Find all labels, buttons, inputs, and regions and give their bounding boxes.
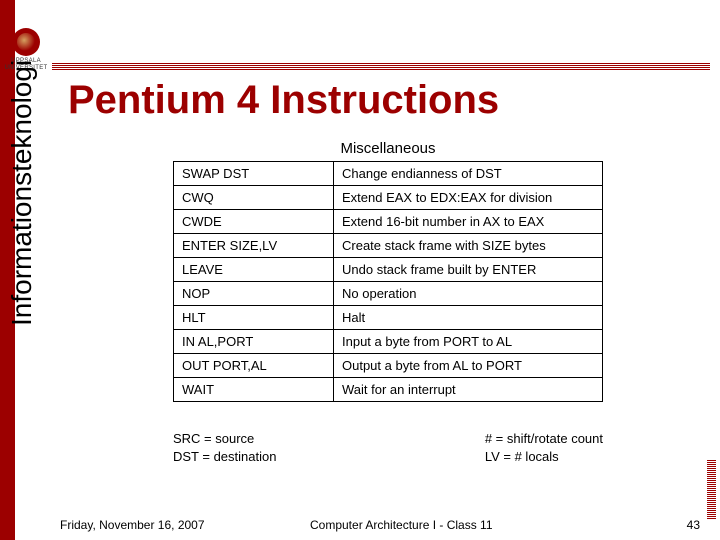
table-row: ENTER SIZE,LVCreate stack frame with SIZ… [174, 234, 603, 258]
instruction-description: Extend 16-bit number in AX to EAX [334, 210, 603, 234]
instruction-mnemonic: ENTER SIZE,LV [174, 234, 334, 258]
instruction-description: Create stack frame with SIZE bytes [334, 234, 603, 258]
footer-course: Computer Architecture I - Class 11 [290, 518, 660, 532]
table-row: NOPNo operation [174, 282, 603, 306]
legend-count: # = shift/rotate count [485, 430, 603, 448]
logo-seal-icon [12, 28, 40, 56]
table-row: CWQExtend EAX to EDX:EAX for division [174, 186, 603, 210]
instruction-mnemonic: HLT [174, 306, 334, 330]
table-row: OUT PORT,ALOutput a byte from AL to PORT [174, 354, 603, 378]
footer-page: 43 [660, 518, 700, 532]
instruction-mnemonic: NOP [174, 282, 334, 306]
instruction-mnemonic: SWAP DST [174, 162, 334, 186]
instruction-mnemonic: CWQ [174, 186, 334, 210]
legend: SRC = source DST = destination # = shift… [173, 430, 603, 465]
instruction-description: No operation [334, 282, 603, 306]
corner-stripe [707, 460, 716, 520]
footer: Friday, November 16, 2007 Computer Archi… [60, 518, 700, 532]
instruction-mnemonic: WAIT [174, 378, 334, 402]
instruction-mnemonic: CWDE [174, 210, 334, 234]
instruction-description: Change endianness of DST [334, 162, 603, 186]
instruction-description: Output a byte from AL to PORT [334, 354, 603, 378]
table-row: LEAVEUndo stack frame built by ENTER [174, 258, 603, 282]
instruction-description: Wait for an interrupt [334, 378, 603, 402]
table-row: SWAP DSTChange endianness of DST [174, 162, 603, 186]
department-vertical-label: Informationsteknologi [6, 60, 38, 326]
instruction-description: Undo stack frame built by ENTER [334, 258, 603, 282]
table-row: CWDEExtend 16-bit number in AX to EAX [174, 210, 603, 234]
instruction-mnemonic: LEAVE [174, 258, 334, 282]
table-row: HLTHalt [174, 306, 603, 330]
title-underline-stripe [52, 63, 710, 71]
page-title: Pentium 4 Instructions [68, 78, 499, 123]
instruction-description: Extend EAX to EDX:EAX for division [334, 186, 603, 210]
legend-locals: LV = # locals [485, 448, 603, 466]
footer-date: Friday, November 16, 2007 [60, 518, 290, 532]
table-heading: Miscellaneous [173, 140, 603, 157]
instruction-description: Halt [334, 306, 603, 330]
table-row: IN AL,PORTInput a byte from PORT to AL [174, 330, 603, 354]
table-row: WAITWait for an interrupt [174, 378, 603, 402]
legend-dst: DST = destination [173, 448, 276, 466]
instruction-table: SWAP DSTChange endianness of DSTCWQExten… [173, 161, 603, 402]
instruction-description: Input a byte from PORT to AL [334, 330, 603, 354]
instruction-table-region: Miscellaneous SWAP DSTChange endianness … [173, 140, 603, 402]
instruction-mnemonic: OUT PORT,AL [174, 354, 334, 378]
instruction-mnemonic: IN AL,PORT [174, 330, 334, 354]
legend-src: SRC = source [173, 430, 276, 448]
